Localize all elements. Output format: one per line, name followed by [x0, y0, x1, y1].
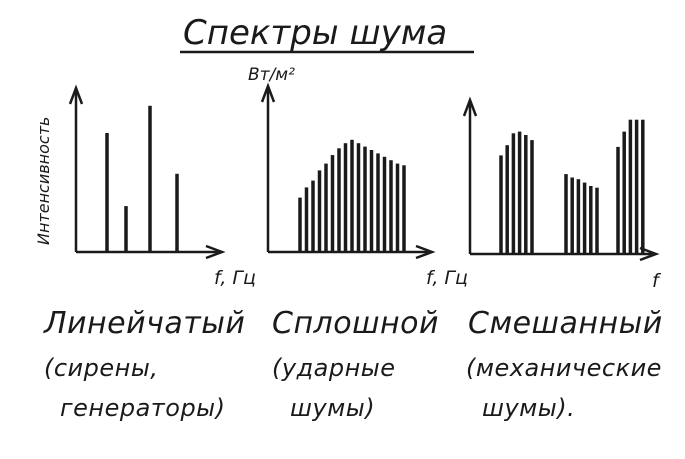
panel-2-bar-7	[337, 148, 341, 252]
panel-3-bar-9	[576, 179, 581, 254]
panel-2-bar-15	[389, 160, 393, 252]
panel-1-x-label: f, Гц	[214, 267, 256, 289]
panel-3-bar-10	[582, 182, 587, 254]
panel-3-axes	[462, 96, 660, 262]
panel-3-bar-12	[595, 187, 599, 254]
panel-2-bar-8	[343, 143, 348, 252]
y-axis-label: Интенсивность	[34, 117, 53, 245]
panel-2-bar-16	[395, 163, 400, 252]
panel-3-bar-11	[589, 186, 593, 254]
panel-2-bar-2	[304, 187, 309, 252]
panel-3-bar-16	[634, 119, 639, 254]
panel-3-bar-4	[517, 131, 522, 254]
panel-3-x-label: f	[652, 270, 662, 292]
panel-3-desc-line2: шумы).	[482, 394, 576, 422]
panel-2-bar-9	[350, 139, 354, 252]
panel-3-bar-8	[570, 177, 574, 254]
panel-2-bar-17	[402, 165, 406, 252]
panel-2-name: Сплошной	[272, 306, 440, 341]
panel-2-bar-11	[363, 146, 367, 252]
panel-3-desc-line1: (механические	[466, 354, 662, 382]
panel-2-bar-4	[317, 170, 322, 252]
panel-2-bar-12	[369, 150, 374, 252]
panel-1-desc-line1: (сирены,	[44, 354, 159, 382]
panel-2-bar-6	[330, 155, 335, 252]
panel-1-bars	[105, 105, 179, 252]
figure-title: Спектры шума	[183, 13, 447, 53]
panel-3-bar-15	[628, 119, 633, 254]
panel-2-axes	[260, 82, 436, 260]
panel-2-bar-3	[311, 180, 315, 252]
panel-2-x-label: f, Гц	[426, 267, 468, 289]
panel-3-bar-13	[616, 146, 620, 254]
panel-3-bars	[499, 119, 645, 254]
panel-1-bar-2	[124, 206, 128, 252]
panel-2-bar-1	[298, 197, 302, 252]
panel-2-bar-10	[356, 143, 361, 252]
panel-3-bar-2	[505, 145, 509, 254]
panel-3-bar-14	[622, 131, 626, 254]
panel-2-desc-line2: шумы)	[290, 394, 376, 422]
panel-2-desc-line1: (ударные	[272, 354, 396, 382]
panel-1-desc-line2: генераторы)	[60, 394, 226, 422]
panel-3-bar-5	[524, 135, 528, 254]
panel-1-name: Линейчатый	[44, 306, 246, 341]
panel-1-bar-3	[148, 105, 152, 252]
panel-3-bar-7	[564, 174, 568, 254]
panel-2-bars	[298, 139, 406, 252]
unit-label: Вт/м²	[248, 65, 295, 85]
panel-1-bar-1	[105, 133, 109, 252]
panel-2-bar-14	[382, 156, 387, 252]
panel-1-axes	[68, 84, 226, 260]
panel-3-bar-3	[511, 133, 516, 254]
panel-3-bar-6	[530, 140, 534, 254]
panel-3-name: Смешанный	[468, 306, 663, 341]
panel-2-bar-13	[376, 153, 380, 252]
panel-3-bar-17	[641, 119, 645, 254]
panel-1-bar-4	[175, 173, 179, 252]
panel-3-bar-1	[499, 155, 503, 254]
panel-2-bar-5	[324, 163, 328, 252]
